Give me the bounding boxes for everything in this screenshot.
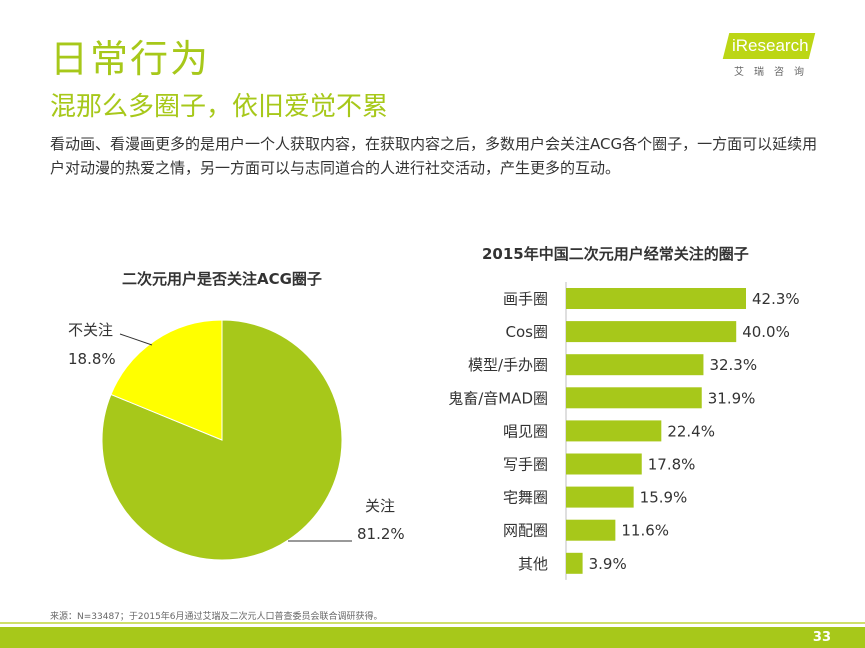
pie-slice-1 (110, 319, 223, 441)
pie-leader-line-1 (119, 333, 153, 346)
bar-0 (566, 288, 746, 309)
bar-value-label-2: 32.3% (709, 356, 757, 374)
bar-category-label-4: 唱见圈 (503, 422, 548, 440)
pie-value-label-1: 18.8% (68, 350, 116, 368)
bar-6 (566, 486, 634, 508)
bar-8 (566, 552, 583, 574)
pie-value-label-0: 81.2% (357, 525, 405, 543)
intro-paragraph: 看动画、看漫画更多的是用户一个人获取内容，在获取内容之后，多数用户会关注ACG各… (50, 135, 818, 177)
bar-4 (566, 420, 662, 442)
footer-divider (0, 622, 865, 624)
bar-1 (566, 321, 737, 343)
page-subtitle: 混那么多圈子，依旧爱觉不累 (50, 92, 389, 122)
bar-category-label-6: 宅舞圈 (503, 489, 548, 507)
source-note: 来源：N=33487；于2015年6月通过艾瑞及二次元人口普查委员会联合调研获得… (50, 612, 383, 622)
bar-category-label-3: 鬼畜/音MAD圈 (448, 389, 548, 407)
logo-cn-text: 艾瑞咨询 (734, 67, 814, 78)
bar-3 (566, 387, 702, 409)
iresearch-logo: iResearch 艾瑞咨询 (722, 33, 816, 79)
bar-5 (566, 453, 642, 475)
bar-chart-title: 2015年中国二次元用户经常关注的圈子 (482, 245, 749, 263)
footer-bar (0, 627, 865, 648)
bar-value-label-8: 3.9% (589, 555, 627, 573)
pie-category-label-1: 不关注 (68, 321, 113, 339)
bar-value-label-0: 42.3% (752, 290, 800, 308)
bar-value-label-4: 22.4% (667, 422, 715, 440)
bar-category-label-1: Cos圈 (506, 323, 548, 341)
page-number: 33 (812, 630, 831, 645)
bar-value-label-6: 15.9% (640, 489, 688, 507)
bar-value-label-5: 17.8% (648, 456, 696, 474)
bar-category-label-5: 写手圈 (503, 456, 548, 474)
bar-7 (566, 519, 616, 541)
logo-brand-text: iResearch (732, 36, 809, 55)
bar-value-label-3: 31.9% (708, 389, 756, 407)
bar-value-label-1: 40.0% (742, 323, 790, 341)
pie-category-label-0: 关注 (365, 497, 395, 515)
bar-category-label-0: 画手圈 (503, 290, 548, 308)
bar-category-label-8: 其他 (518, 555, 548, 573)
bar-category-label-2: 模型/手办圈 (468, 356, 548, 374)
pie-chart-title: 二次元用户是否关注ACG圈子 (122, 270, 322, 288)
page-title: 日常行为 (50, 37, 211, 81)
bar-category-label-7: 网配圈 (503, 522, 548, 540)
bar-2 (566, 354, 704, 376)
bar-value-label-7: 11.6% (621, 522, 669, 540)
